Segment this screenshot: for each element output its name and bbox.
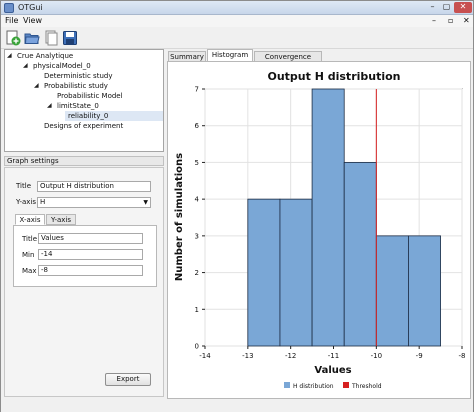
expand-arrow-icon[interactable]: ◢ — [23, 62, 28, 69]
tree-item-probabilistic-model[interactable]: Probabilistic Model — [7, 91, 163, 101]
tab-x-axis[interactable]: X-axis — [15, 214, 45, 225]
y-axis-label: Number of simulations — [174, 153, 185, 281]
title-input[interactable]: Output H distribution — [37, 181, 151, 192]
tree-item-probabilistic-study[interactable]: ◢ Probabilistic study — [7, 81, 163, 91]
window-title: OTGui — [18, 3, 43, 12]
x-tick-label: -14 — [199, 352, 211, 360]
tree-item-reliability[interactable]: reliability_0 — [65, 111, 163, 121]
graph-settings-title: Graph settings — [7, 157, 59, 165]
histogram-bar — [279, 198, 313, 347]
save-button[interactable] — [62, 30, 78, 46]
tree-item-label: Probabilistic study — [44, 82, 108, 90]
tree-item-label: limitState_0 — [57, 102, 99, 110]
menu-file[interactable]: File — [5, 16, 19, 25]
legend-swatch-distribution — [284, 382, 290, 388]
menubar: File View – ▫ ✕ — [1, 15, 473, 27]
y-tick-label: 0 — [195, 343, 199, 351]
toolbar — [1, 27, 473, 49]
min-input[interactable]: -14 — [38, 249, 143, 260]
y-tick-label: 6 — [195, 122, 200, 130]
histogram-bar — [311, 88, 345, 347]
x-tick-label: -13 — [242, 352, 253, 360]
histogram-bar — [408, 235, 441, 347]
expand-arrow-icon[interactable]: ◢ — [34, 82, 39, 89]
max-input[interactable]: -8 — [38, 265, 143, 276]
histogram-chart[interactable]: Output H distribution -14 -13 -12 -11 -10 -9-… — [168, 62, 470, 398]
export-button[interactable]: Export — [105, 373, 151, 386]
axis-ticks: -14 -13 -12 -11 -10 -9 -8 0 1 2 3 4 5 6 7 — [195, 86, 466, 361]
title-label: Title — [16, 182, 32, 190]
tree-item-label: physicalModel_0 — [33, 62, 91, 70]
graph-settings-header: Graph settings — [4, 156, 164, 166]
menu-view[interactable]: View — [23, 16, 42, 25]
tree-item-designs-of-experiment[interactable]: Designs of experiment — [7, 121, 163, 131]
x-axis-label: Values — [314, 365, 351, 376]
legend-label-threshold: Threshold — [351, 383, 382, 390]
x-tick-label: -10 — [371, 352, 382, 360]
inner-restore-button[interactable]: ▫ — [448, 16, 454, 25]
tree-item-limit-state[interactable]: ◢ limitState_0 — [7, 101, 163, 111]
histogram-bar — [375, 235, 409, 347]
x-tick-label: -11 — [328, 352, 339, 360]
y-tick-label: 2 — [195, 269, 199, 277]
yaxis-select-value: H — [40, 198, 46, 206]
tree-item-deterministic-study[interactable]: Deterministic study — [7, 71, 163, 81]
tree-item-label: Designs of experiment — [44, 122, 124, 130]
inner-minimize-button[interactable]: – — [432, 16, 436, 25]
tree-item-label: reliability_0 — [68, 112, 109, 120]
app-icon — [4, 3, 14, 13]
x-tick-label: -8 — [459, 352, 466, 360]
inner-close-button[interactable]: ✕ — [463, 16, 470, 25]
tree-item-label: Crue Analytique — [17, 52, 74, 60]
expand-arrow-icon[interactable]: ◢ — [47, 102, 52, 109]
x-tick-label: -12 — [285, 352, 296, 360]
axis-title-input[interactable]: Values — [38, 233, 143, 244]
y-tick-label: 7 — [195, 86, 199, 94]
chevron-down-icon: ▼ — [143, 199, 148, 206]
chart-title: Output H distribution — [267, 70, 400, 83]
save-icon — [63, 31, 77, 45]
maximize-button[interactable]: ▢ — [442, 2, 451, 11]
min-label: Min — [22, 251, 35, 259]
histogram-bar — [343, 162, 377, 347]
expand-arrow-icon[interactable]: ◢ — [7, 52, 12, 59]
y-tick-label: 4 — [195, 196, 200, 204]
histogram-bars — [247, 88, 441, 347]
yaxis-label: Y-axis — [16, 198, 36, 206]
new-study-icon — [6, 30, 21, 46]
yaxis-select[interactable]: H ▼ — [37, 197, 151, 208]
open-button[interactable] — [24, 30, 40, 46]
tree-item-label: Deterministic study — [44, 72, 113, 80]
y-tick-label: 3 — [195, 232, 199, 240]
new-study-button[interactable] — [5, 30, 21, 46]
close-button[interactable]: ✕ — [454, 2, 472, 13]
tree-item-crue-analytique[interactable]: ◢ Crue Analytique — [7, 51, 163, 61]
open-folder-icon — [24, 33, 40, 44]
tree-item-physical-model[interactable]: ◢ physicalModel_0 — [7, 61, 163, 71]
axis-title-label: Title — [22, 235, 38, 243]
x-tick-label: -9 — [416, 352, 423, 360]
title-bar[interactable]: OTGui – ▢ ✕ — [1, 1, 473, 15]
y-tick-label: 5 — [195, 159, 199, 167]
histogram-panel: Output H distribution -14 -13 -12 -11 -10 -9-… — [167, 61, 471, 399]
legend: H distribution Threshold — [284, 382, 382, 390]
y-tick-label: 1 — [195, 306, 199, 314]
import-icon — [45, 30, 58, 46]
legend-swatch-threshold — [343, 382, 349, 388]
legend-label-distribution: H distribution — [293, 383, 334, 390]
status-bar — [1, 400, 473, 412]
import-button[interactable] — [43, 30, 59, 46]
minimize-button[interactable]: – — [430, 2, 435, 11]
tree-item-label: Probabilistic Model — [57, 92, 123, 100]
max-label: Max — [22, 267, 37, 275]
study-tree[interactable]: ◢ Crue Analytique ◢ physicalModel_0 Dete… — [4, 49, 164, 152]
tab-y-axis[interactable]: Y-axis — [46, 214, 76, 225]
histogram-bar — [247, 198, 281, 347]
